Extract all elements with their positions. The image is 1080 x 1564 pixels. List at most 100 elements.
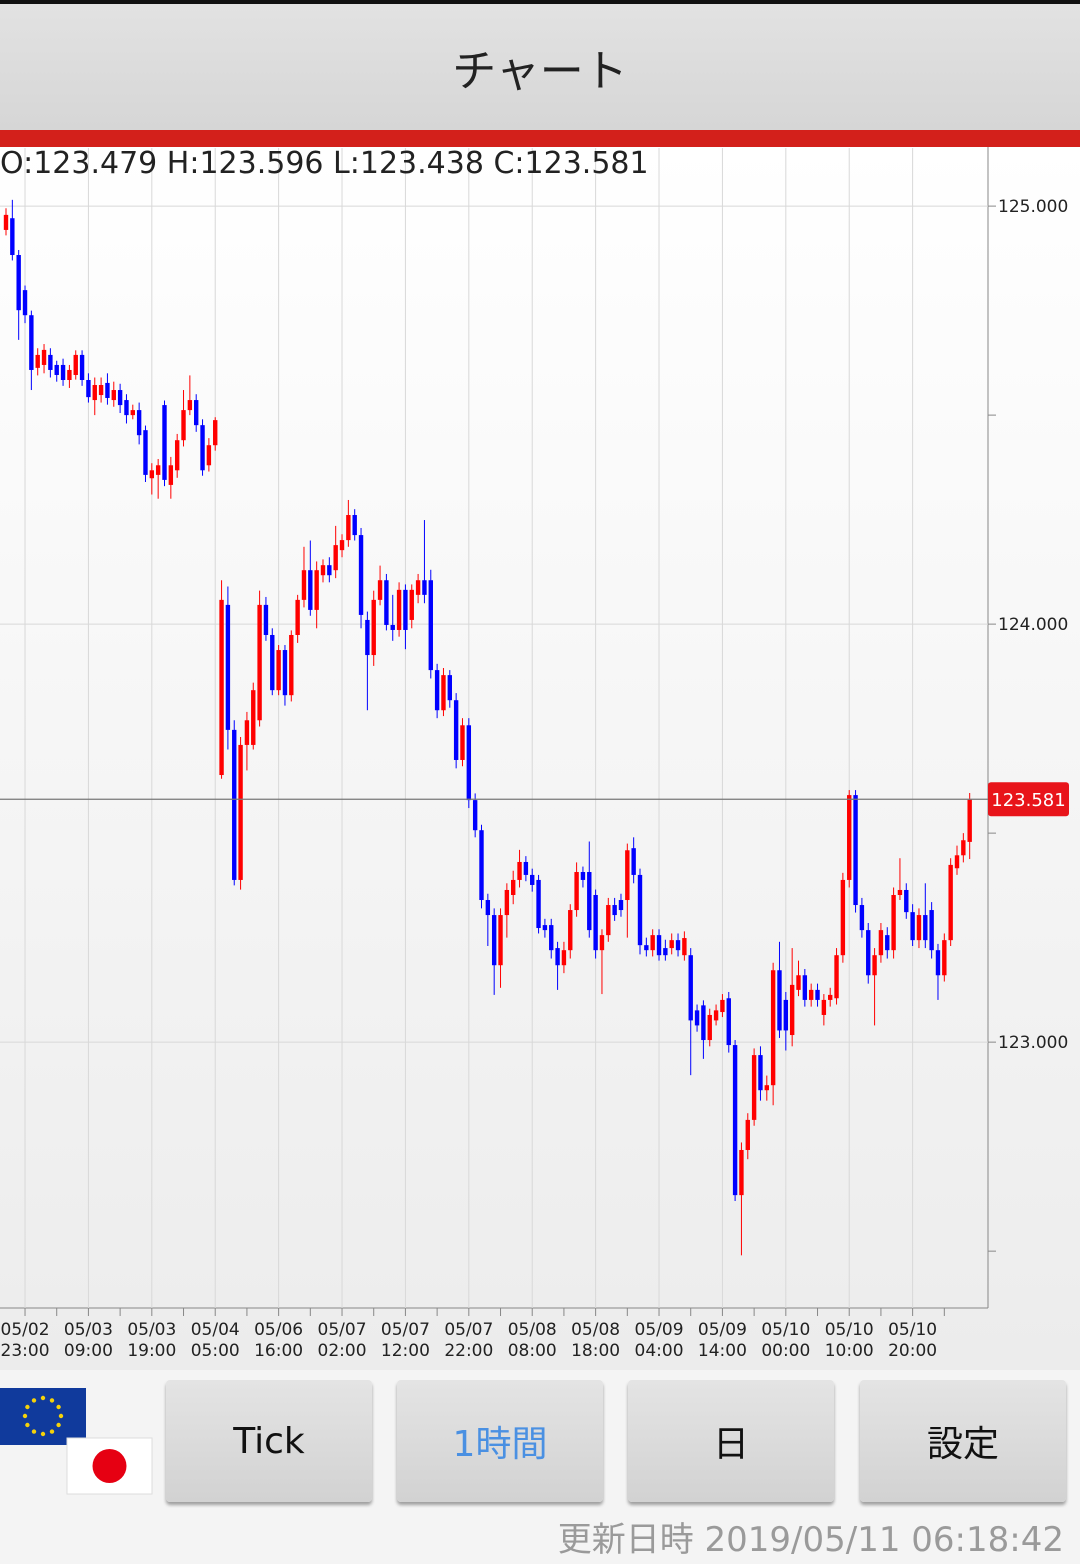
- candle-body: [777, 970, 782, 1031]
- day-button[interactable]: 日: [628, 1380, 834, 1502]
- candle-body: [789, 984, 795, 1036]
- candle-body: [675, 940, 681, 951]
- hour-button[interactable]: 1時間: [397, 1380, 603, 1502]
- candle-body: [796, 975, 801, 990]
- candle-body: [625, 850, 630, 901]
- candle-body: [707, 1014, 712, 1041]
- candle-body: [257, 604, 262, 721]
- candle-body: [295, 599, 300, 635]
- candle-body: [580, 872, 586, 880]
- candle-body: [327, 565, 332, 576]
- candle-body: [149, 470, 155, 479]
- candle-body: [904, 889, 909, 913]
- candles: [3, 199, 972, 1256]
- x-tick-label: 05/10 00:00: [761, 1320, 811, 1361]
- candle-body: [79, 354, 85, 380]
- x-tick-label: 05/06 16:00: [254, 1320, 304, 1361]
- candle-body: [732, 1045, 738, 1196]
- candle-body: [422, 580, 427, 595]
- settings-button[interactable]: 設定: [860, 1380, 1066, 1502]
- candle-body: [22, 290, 28, 316]
- x-tick-label: 05/08 18:00: [571, 1320, 621, 1361]
- tick-button[interactable]: Tick: [166, 1380, 372, 1502]
- candle-body: [194, 400, 199, 426]
- candle-body: [238, 744, 243, 880]
- candle-body: [859, 905, 865, 931]
- candle-body: [225, 604, 231, 730]
- candle-body: [155, 465, 161, 475]
- candle-body: [409, 589, 414, 620]
- candle-body: [954, 855, 960, 869]
- candle-body: [491, 915, 497, 966]
- candle-body: [396, 589, 402, 630]
- candle-body: [41, 349, 47, 365]
- candle-body: [460, 725, 465, 760]
- candle-body: [453, 700, 459, 760]
- candle-body: [720, 999, 725, 1013]
- candle-body: [73, 354, 78, 375]
- candle-body: [701, 1005, 706, 1041]
- candle-body: [498, 915, 503, 966]
- candle-body: [200, 425, 205, 471]
- candle-body: [517, 861, 522, 880]
- candle-body: [130, 410, 135, 416]
- candle-body: [713, 1010, 719, 1021]
- chart-background: [0, 147, 1080, 1370]
- y-tick-label: 125.000: [998, 197, 1068, 217]
- candle-body: [967, 799, 972, 842]
- x-tick-label: 05/02 23:00: [0, 1320, 50, 1361]
- candle-body: [910, 912, 915, 941]
- candle-body: [815, 989, 820, 1000]
- candle-body: [270, 634, 275, 691]
- candle-body: [656, 935, 662, 956]
- candle-body: [650, 935, 655, 951]
- candle-body: [479, 830, 484, 901]
- x-tick-label: 05/03 19:00: [127, 1320, 177, 1361]
- candle-body: [301, 570, 307, 600]
- candle-body: [758, 1055, 763, 1091]
- x-tick-label: 05/04 05:00: [190, 1320, 240, 1361]
- candle-body: [821, 999, 827, 1015]
- candle-body: [219, 599, 224, 776]
- candle-body: [174, 440, 180, 471]
- candle-body: [282, 650, 288, 696]
- candle-body: [232, 729, 237, 880]
- candle-body: [441, 675, 446, 711]
- candle-body: [694, 1010, 700, 1026]
- candle-body: [942, 940, 947, 976]
- x-tick-label: 05/09 04:00: [634, 1320, 684, 1361]
- candle-body: [530, 874, 535, 885]
- candle-body: [251, 690, 256, 745]
- candle-body: [168, 465, 174, 485]
- candle-body: [574, 872, 579, 911]
- candle-body: [872, 955, 877, 976]
- candle-body: [682, 938, 687, 956]
- candle-body: [891, 894, 896, 951]
- candle-body: [466, 725, 472, 801]
- candle-body: [35, 354, 40, 368]
- ohlc-readout: O:123.479 H:123.596 L:123.438 C:123.581: [0, 146, 649, 181]
- candle-body: [688, 955, 693, 1021]
- status-strip: [0, 0, 1080, 4]
- candle-body: [472, 800, 478, 831]
- candle-body: [187, 400, 193, 411]
- candle-body: [289, 634, 294, 696]
- candle-body: [878, 930, 884, 956]
- candle-body: [276, 650, 281, 691]
- candle-body: [314, 570, 319, 610]
- y-tick-label: 124.000: [998, 615, 1068, 635]
- candle-body: [866, 930, 871, 976]
- chart: 125.000 124.000 123.000 123.581: [0, 147, 1080, 1370]
- candle-body: [98, 385, 104, 396]
- candle-body: [54, 364, 59, 375]
- x-tick-label: 05/10 20:00: [888, 1320, 938, 1361]
- candle-body: [384, 580, 389, 625]
- candle-body: [86, 380, 91, 398]
- candle-body: [136, 410, 142, 436]
- candle-body: [333, 545, 338, 571]
- candle-body: [929, 910, 934, 951]
- candle-body: [587, 872, 592, 931]
- candle-body: [181, 410, 186, 441]
- currency-pair-flags[interactable]: [0, 1388, 160, 1498]
